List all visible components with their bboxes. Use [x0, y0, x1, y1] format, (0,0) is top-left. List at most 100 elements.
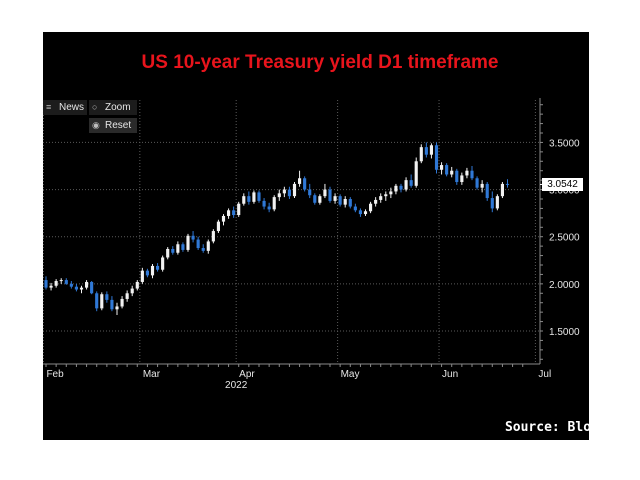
x-tick-label: Jun: [442, 369, 458, 380]
candle-body: [480, 183, 484, 188]
candle-body: [368, 203, 373, 212]
candle-body: [44, 280, 48, 288]
candle-body: [145, 270, 150, 276]
candle-body: [257, 192, 261, 201]
candle-body: [470, 170, 474, 179]
candle-body: [252, 192, 256, 202]
x-tick-label: May: [341, 369, 360, 380]
candle-body: [125, 293, 129, 299]
candle-body: [216, 221, 221, 232]
candle-body: [343, 199, 347, 205]
candle-body: [445, 165, 449, 175]
candle-body: [333, 196, 337, 201]
candle-body: [115, 306, 119, 310]
candle-body: [399, 185, 403, 190]
zoom-label: Zoom: [105, 102, 131, 113]
candle-body: [297, 178, 302, 184]
candle-body: [201, 248, 205, 251]
candle-body: [490, 198, 494, 209]
candle-body: [313, 195, 317, 203]
candle-body: [196, 239, 200, 249]
candle-body: [419, 147, 423, 162]
magnifier-icon: ○: [92, 102, 98, 112]
candle-body: [460, 175, 464, 183]
candle-body: [282, 189, 286, 194]
candle-body: [363, 211, 368, 215]
candle-body: [318, 196, 322, 203]
candle-body: [120, 298, 124, 307]
x-tick-label: Jul: [538, 369, 551, 380]
candle-body: [338, 196, 342, 205]
candle-body: [384, 194, 388, 197]
y-tick-label: 3.5000: [549, 138, 580, 149]
candle-body: [353, 206, 357, 211]
candle-body: [247, 196, 251, 202]
candle-body: [140, 270, 144, 282]
candle-body: [455, 170, 459, 183]
candle-body: [232, 210, 236, 216]
candle-body: [206, 241, 210, 251]
y-tick-label: 2.0000: [549, 280, 580, 291]
candle-body: [505, 183, 510, 185]
candle-body: [166, 248, 170, 258]
candle-body: [303, 178, 307, 190]
candle-body: [394, 185, 398, 192]
x-tick-label: Feb: [46, 369, 64, 380]
candle-body: [181, 244, 185, 250]
candle-body: [95, 293, 99, 309]
candle-body: [211, 231, 215, 242]
candle-body: [110, 299, 114, 310]
candle-body: [389, 191, 393, 195]
candle-body: [186, 235, 190, 250]
candle-body: [155, 265, 160, 270]
y-tick-label: 3.0000: [549, 186, 580, 197]
candle-body: [150, 265, 155, 276]
candle-body: [242, 196, 246, 204]
candle-body: [409, 180, 413, 186]
candle-body: [191, 235, 195, 240]
candle-body: [49, 285, 53, 288]
x-tick-label: Mar: [143, 369, 161, 380]
list-icon: ≡: [46, 102, 52, 112]
candle-body: [429, 145, 434, 155]
candle-body: [379, 196, 383, 200]
news-label: News: [59, 102, 85, 113]
candle-body: [79, 287, 84, 290]
candle-body: [277, 193, 281, 198]
candle-body: [414, 161, 418, 186]
candle-body: [404, 180, 408, 190]
candle-body: [226, 210, 231, 216]
candle-body: [64, 280, 68, 284]
candle-body: [176, 244, 180, 253]
candle-body: [54, 281, 58, 286]
y-tick-label: 2.5000: [549, 233, 580, 244]
candle-body: [308, 189, 312, 196]
candle-body: [221, 215, 226, 222]
news-button[interactable]: ≡ News: [43, 100, 87, 115]
candle-body: [105, 294, 109, 300]
candle-body: [374, 199, 378, 204]
candle-body: [161, 257, 165, 270]
zoom-button[interactable]: ○ Zoom: [89, 100, 137, 115]
reset-label: Reset: [105, 120, 132, 131]
candle-body: [434, 145, 439, 170]
candle-body: [287, 189, 292, 197]
candle-body: [100, 294, 104, 309]
candle-body: [171, 248, 175, 253]
candle-body: [135, 281, 139, 289]
radio-dot-icon: ◉: [92, 120, 100, 130]
y-tick-label: 1.5000: [549, 327, 580, 338]
reset-button[interactable]: ◉ Reset: [89, 118, 137, 133]
candle-body: [323, 189, 327, 197]
year-label: 2022: [225, 380, 248, 391]
candle-body: [74, 286, 79, 290]
candle-body: [130, 288, 134, 294]
candle-body: [84, 281, 89, 288]
candle-body: [465, 170, 469, 176]
x-tick-label: Apr: [239, 369, 255, 380]
candle-body: [348, 199, 352, 207]
candle-body: [424, 147, 428, 155]
candle-body: [475, 178, 479, 188]
candle-body: [59, 280, 63, 282]
